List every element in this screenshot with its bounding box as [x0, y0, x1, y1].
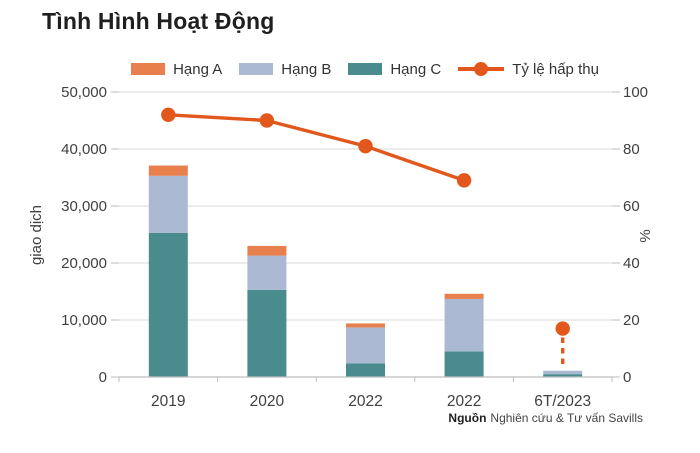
y-axis-title: giao dịch [28, 205, 45, 265]
x-axis-category-label: 2020 [250, 393, 285, 410]
bar-segment-hạng-a [247, 245, 287, 256]
y2-axis-tick-label: 20 [623, 312, 640, 329]
legend-dot [474, 62, 489, 76]
legend-label: Hạng A [173, 60, 223, 78]
absorption-marker [259, 113, 275, 128]
bar-segment-hạng-c [247, 289, 287, 377]
x-axis-category-label: 2022 [447, 393, 481, 410]
y2-axis-tick-label: 100 [623, 84, 648, 101]
bar-segment-hạng-b [247, 255, 287, 290]
legend-swatch-icon [131, 63, 166, 75]
legend-item-hạng-b: Hạng B [239, 61, 331, 78]
bar-segment-hạng-c [346, 363, 385, 377]
y2-axis-tick-label: 0 [623, 369, 631, 386]
y-axis-tick-label: 50,000 [61, 84, 107, 101]
x-axis-category-label: 2019 [151, 393, 185, 410]
absorption-line [166, 113, 466, 183]
source-note: Nguồn Nghiên cứu & Tư vấn Savills [448, 411, 643, 425]
y-axis-tick-label: 20,000 [61, 255, 107, 272]
legend-item-absorption-rate: Tỷ lệ hấp thụ [458, 61, 599, 78]
legend-swatch-icon [348, 63, 383, 75]
bar-segment-hạng-b [346, 327, 385, 364]
bar-segment-hạng-a [148, 165, 188, 176]
absorption-marker [161, 107, 176, 123]
legend-label: Hạng C [390, 60, 442, 78]
bar-segment-hạng-b [444, 298, 484, 352]
bar-segment-hạng-c [444, 351, 484, 377]
bar-segment-hạng-b [543, 370, 583, 375]
legend-swatch-icon [239, 63, 274, 75]
x-axis-category-label: 2022 [348, 393, 382, 410]
source-label: Nguồn [448, 411, 487, 425]
bar-segment-hạng-c [148, 232, 188, 377]
legend-label: Tỷ lệ hấp thụ [512, 60, 599, 78]
legend-item-hạng-c: Hạng C [348, 61, 441, 78]
y2-axis-tick-label: 40 [623, 255, 640, 272]
y-axis-tick-label: 40,000 [61, 141, 107, 158]
absorption-marker [456, 173, 472, 188]
x-axis-category-label: 6T/2023 [534, 393, 591, 410]
absorption-marker [555, 321, 570, 336]
source-text: Nghiên cứu & Tư vấn Savills [490, 411, 643, 425]
bar-segment-hạng-c [543, 374, 583, 377]
y2-axis-title: % [637, 229, 654, 242]
chart-title: Tình Hình Hoạt Động [42, 8, 275, 34]
bar-segment-hạng-a [444, 293, 484, 299]
bar-segment-hạng-a [346, 323, 385, 328]
y2-axis-tick-label: 80 [623, 141, 640, 158]
line-marker-icon [458, 62, 505, 76]
y-axis-tick-label: 30,000 [61, 198, 107, 215]
y-axis-tick-label: 10,000 [61, 312, 107, 329]
legend-item-hạng-a: Hạng A [131, 61, 222, 78]
absorption-marker [358, 138, 373, 154]
y2-axis-tick-label: 60 [623, 198, 640, 215]
y-axis-tick-label: 0 [99, 369, 107, 386]
legend: Hạng A Hạng B Hạng C Tỷ lệ hấp thụ [110, 59, 620, 79]
legend-label: Hạng B [281, 60, 332, 78]
bar-segment-hạng-b [148, 175, 188, 233]
